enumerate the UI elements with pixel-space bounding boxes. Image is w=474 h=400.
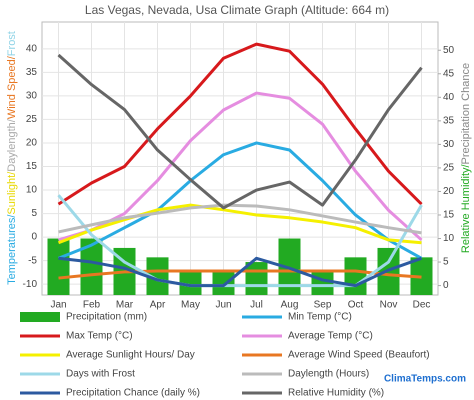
line-series bbox=[57, 53, 423, 210]
axis-title-part: Relative Humidity/ bbox=[460, 163, 472, 253]
line-series bbox=[57, 42, 423, 206]
legend-label: Precipitation Chance (daily %) bbox=[66, 388, 200, 399]
legend-label: Average Sunlight Hours/ Day bbox=[66, 350, 195, 361]
line-series bbox=[58, 91, 423, 242]
y-tick-label: 20 bbox=[26, 138, 38, 149]
y-axis-title: Temperatures/Sunlight/Daylength/Wind Spe… bbox=[6, 31, 18, 285]
y-tick-label: 35 bbox=[26, 67, 38, 78]
x-tick-label: Jun bbox=[215, 300, 231, 311]
y2-tick-label: 40 bbox=[443, 92, 455, 103]
x-tick-label: Sep bbox=[314, 300, 332, 311]
y2-tick-label: 20 bbox=[443, 186, 455, 197]
bar bbox=[80, 238, 103, 295]
bar bbox=[47, 238, 70, 295]
y-tick-label: 40 bbox=[26, 43, 38, 54]
y-tick-label: 30 bbox=[26, 91, 38, 102]
y2-axis-title: Relative Humidity/Precipitation Chance bbox=[460, 63, 472, 253]
y2-tick-label: 50 bbox=[443, 45, 455, 56]
y-tick-label: 10 bbox=[26, 185, 38, 196]
y2-tick-label: 45 bbox=[443, 68, 455, 79]
line-series bbox=[57, 141, 423, 260]
x-tick-label: Aug bbox=[281, 300, 299, 311]
axis-title-part: Wind Speed/ bbox=[6, 55, 18, 119]
line-series bbox=[57, 203, 422, 245]
y2-tick-label: 0 bbox=[443, 280, 449, 291]
legend-label: Days with Frost bbox=[66, 369, 135, 380]
legend-label: Max Temp (°C) bbox=[66, 331, 133, 342]
x-tick-label: Mar bbox=[116, 300, 134, 311]
legend-label: Precipitation (mm) bbox=[66, 312, 147, 323]
line-series bbox=[58, 203, 422, 235]
y-tick-label: 25 bbox=[26, 114, 38, 125]
x-tick-label: Nov bbox=[380, 300, 398, 311]
bar bbox=[212, 271, 235, 295]
y-tick-label: 15 bbox=[26, 161, 38, 172]
legend-label: Relative Humidity (%) bbox=[288, 388, 384, 399]
y2-tick-label: 35 bbox=[443, 115, 455, 126]
y2-tick-label: 5 bbox=[443, 257, 449, 268]
y-tick-label: 5 bbox=[31, 208, 37, 219]
legend-label: Daylength (Hours) bbox=[288, 369, 369, 380]
y2-tick-label: 25 bbox=[443, 163, 455, 174]
y-tick-label: -10 bbox=[23, 279, 38, 290]
axis-title-part: Daylength/ bbox=[6, 118, 18, 172]
legend-label: Min Temp (°C) bbox=[288, 312, 352, 323]
x-tick-label: Jan bbox=[50, 300, 66, 311]
legend-swatch bbox=[20, 312, 60, 322]
chart-title: Las Vegas, Nevada, Usa Climate Graph (Al… bbox=[85, 3, 389, 17]
bar bbox=[344, 257, 367, 295]
y-tick-label: 0 bbox=[31, 232, 37, 243]
x-tick-label: Oct bbox=[348, 300, 364, 311]
y-tick-label: -5 bbox=[28, 255, 37, 266]
watermark: ClimaTemps.com bbox=[384, 374, 466, 385]
y2-tick-label: 10 bbox=[443, 233, 455, 244]
y2-tick-label: 15 bbox=[443, 210, 455, 221]
legend-label: Average Wind Speed (Beaufort) bbox=[288, 350, 430, 361]
y2-tick-label: 30 bbox=[443, 139, 455, 150]
bar bbox=[146, 257, 169, 295]
axis-title-part: Precipitation Chance bbox=[460, 63, 472, 165]
bar bbox=[311, 271, 334, 295]
bar bbox=[245, 262, 268, 295]
x-tick-label: Dec bbox=[413, 300, 431, 311]
axis-title-part: Sunlight/ bbox=[6, 171, 18, 215]
x-tick-label: Apr bbox=[150, 300, 166, 311]
legend-label: Average Temp (°C) bbox=[288, 331, 373, 342]
x-tick-label: Feb bbox=[83, 300, 101, 311]
axis-title-part: Frost bbox=[6, 31, 18, 56]
axis-title-part: Temperatures/ bbox=[6, 214, 18, 285]
line-series bbox=[58, 256, 423, 288]
bar bbox=[179, 271, 202, 295]
x-tick-label: May bbox=[181, 300, 200, 311]
x-tick-label: Jul bbox=[250, 300, 263, 311]
